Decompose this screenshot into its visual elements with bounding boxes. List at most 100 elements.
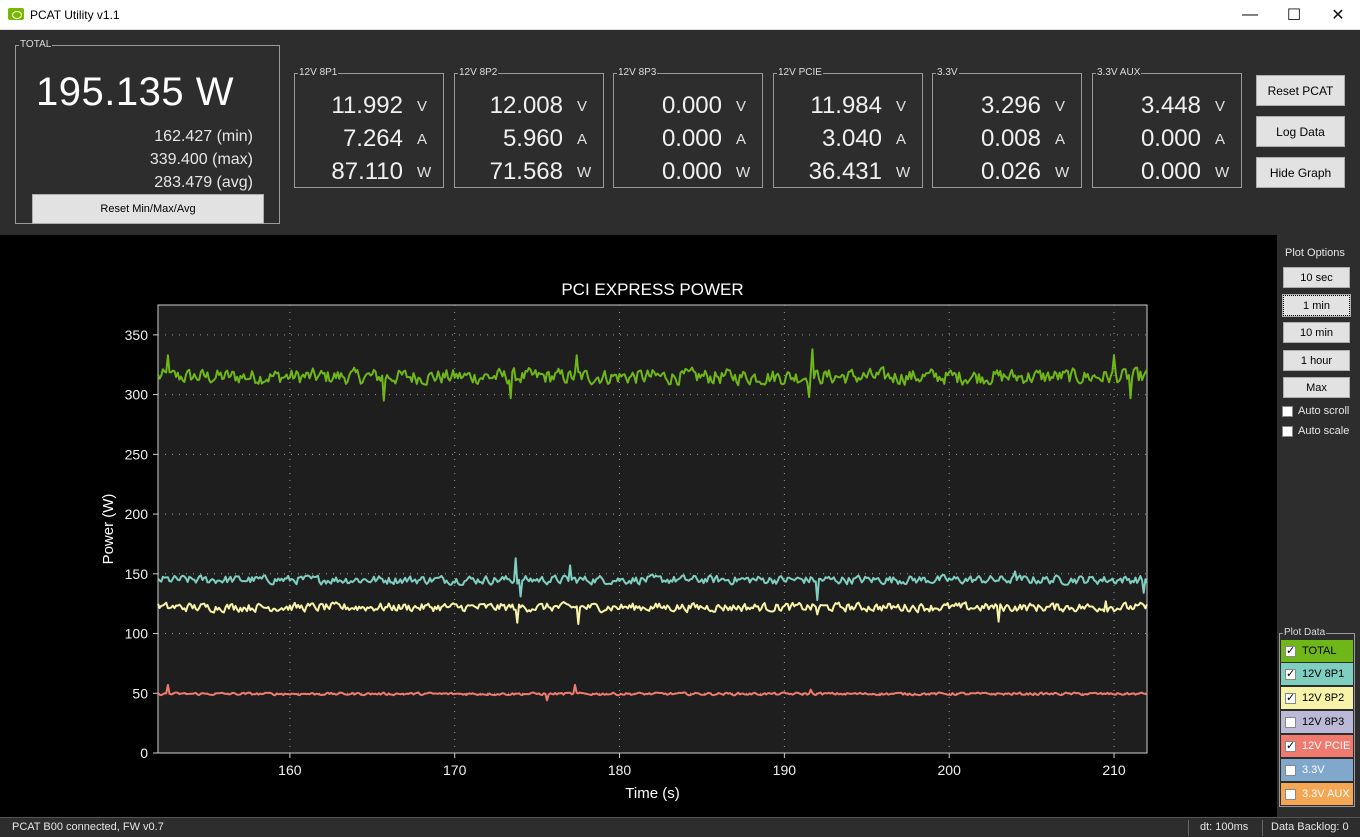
range-10-sec-button[interactable]: 10 sec xyxy=(1283,267,1350,288)
x-axis-label: Time (s) xyxy=(625,785,679,802)
range-1-min-button[interactable]: 1 min xyxy=(1282,294,1351,317)
nvidia-logo-icon xyxy=(8,8,24,20)
status-divider xyxy=(1188,820,1189,836)
graph-area: PCI EXPRESS POWER 160 170 180 190 200 210 0 50 10… xyxy=(0,235,1277,817)
range-1-hour-button[interactable]: 1 hour xyxy=(1283,350,1350,371)
reset-min-max-avg-button[interactable]: Reset Min/Max/Avg xyxy=(32,194,264,224)
rail-3v3-aux: 3.3V AUX 3.448 V 0.000 A 0.000 W xyxy=(1092,68,1242,188)
plot-data-label: 3.3V AUX xyxy=(1302,788,1350,800)
range-max-button[interactable]: Max xyxy=(1283,377,1350,398)
rail-label: 12V 8P3 xyxy=(618,67,657,78)
data-backlog: Data Backlog: 0 xyxy=(1271,821,1349,833)
total-power-value: 195.135 W xyxy=(36,70,234,114)
rail-12v-pcie: 12V PCIE 11.984 V 3.040 A 36.431 W xyxy=(773,68,923,188)
y-tick-label: 350 xyxy=(125,327,149,343)
watt-unit: W xyxy=(896,164,911,181)
volt-unit: V xyxy=(896,98,907,115)
chart-title: PCI EXPRESS POWER xyxy=(561,280,743,299)
auto-scroll-checkbox[interactable]: Auto scroll xyxy=(1282,405,1349,417)
power-chart: PCI EXPRESS POWER 160 170 180 190 200 210 0 50 10… xyxy=(100,280,1148,802)
checkbox-box[interactable] xyxy=(1285,667,1296,680)
watt-unit: W xyxy=(577,164,592,181)
watt-unit: W xyxy=(417,164,432,181)
total-group: TOTAL 195.135 W 162.427 (min) 339.400 (m… xyxy=(15,40,280,224)
x-tick-label: 160 xyxy=(278,762,302,778)
volt-unit: V xyxy=(1215,98,1226,115)
plot-options-label: Plot Options xyxy=(1285,247,1345,259)
title-bar: PCAT Utility v1.1 — ☐ ✕ xyxy=(0,0,1360,30)
hide-graph-button[interactable]: Hide Graph xyxy=(1256,157,1345,188)
connection-status: PCAT B00 connected, FW v0.7 xyxy=(12,821,164,833)
checkbox-box[interactable] xyxy=(1285,764,1296,776)
total-min: 162.427 (min) xyxy=(154,128,253,145)
checkbox-box[interactable] xyxy=(1282,405,1293,417)
series-line-total xyxy=(157,348,1148,402)
plot-data-label: 12V 8P2 xyxy=(1302,692,1345,704)
minimize-button[interactable]: — xyxy=(1242,6,1258,23)
volt-unit: V xyxy=(1055,98,1066,115)
rail-voltage: 3.296 xyxy=(980,92,1041,119)
checkbox-box[interactable] xyxy=(1285,691,1296,704)
rail-label: 12V PCIE xyxy=(778,67,822,78)
rail-power: 71.568 xyxy=(489,158,563,185)
plot-data-item-12v-8p2[interactable]: 12V 8P2 xyxy=(1281,687,1353,709)
watt-unit: W xyxy=(1215,164,1230,181)
plot-data-group: Plot Data xyxy=(1279,628,1355,807)
checkbox-box[interactable] xyxy=(1285,788,1296,800)
checkbox-box[interactable] xyxy=(1285,716,1296,728)
checkbox-box[interactable] xyxy=(1282,425,1293,437)
rail-12v-8p2: 12V 8P2 12.008 V 5.960 A 71.568 W xyxy=(454,68,604,188)
range-10-min-button[interactable]: 10 min xyxy=(1283,322,1350,343)
amp-unit: A xyxy=(577,131,588,148)
plot-data-label: 12V 8P3 xyxy=(1302,716,1345,728)
close-button[interactable]: ✕ xyxy=(1331,7,1345,24)
amp-unit: A xyxy=(1055,131,1066,148)
rail-current: 0.008 xyxy=(980,125,1041,152)
log-data-button[interactable]: Log Data xyxy=(1256,116,1345,147)
plot-data-legend: Plot Data xyxy=(1284,627,1326,638)
status-divider xyxy=(1262,820,1263,836)
readout-panel: TOTAL 195.135 W 162.427 (min) 339.400 (m… xyxy=(0,30,1360,235)
x-tick-label: 190 xyxy=(773,762,797,778)
rail-12v-8p1: 12V 8P1 11.992 V 7.264 A 87.110 W xyxy=(294,68,444,188)
rail-voltage: 0.000 xyxy=(661,92,722,119)
auto-scale-checkbox[interactable]: Auto scale xyxy=(1282,425,1349,437)
plot-data-label: 12V 8P1 xyxy=(1302,668,1345,680)
amp-unit: A xyxy=(896,131,907,148)
plot-data-item-3-3v-aux[interactable]: 3.3V AUX xyxy=(1281,783,1353,805)
rail-current: 7.264 xyxy=(342,125,403,152)
amp-unit: A xyxy=(736,131,747,148)
rail-voltage: 11.984 xyxy=(810,92,882,119)
auto-scale-label: Auto scale xyxy=(1298,425,1350,437)
series-line-12v-pcie xyxy=(157,683,1148,702)
rail-3v3: 3.3V 3.296 V 0.008 A 0.026 W xyxy=(932,68,1082,188)
window-title: PCAT Utility v1.1 xyxy=(30,8,120,22)
rail-12v-8p3: 12V 8P3 0.000 V 0.000 A 0.000 W xyxy=(613,68,763,188)
y-tick-label: 50 xyxy=(132,685,148,701)
plot-data-item-12v-pcie[interactable]: 12V PCIE xyxy=(1281,735,1353,757)
watt-unit: W xyxy=(736,164,751,181)
rail-label: 3.3V xyxy=(937,67,958,78)
series-line-12v-8p2 xyxy=(157,600,1148,625)
plot-data-item-12v-8p3[interactable]: 12V 8P3 xyxy=(1281,711,1353,733)
reset-pcat-button[interactable]: Reset PCAT xyxy=(1256,75,1345,106)
plot-data-item-12v-8p1[interactable]: 12V 8P1 xyxy=(1281,663,1353,685)
sample-interval: dt: 100ms xyxy=(1200,821,1249,833)
checkbox-box[interactable] xyxy=(1285,644,1296,657)
rail-label: 3.3V AUX xyxy=(1097,67,1141,78)
volt-unit: V xyxy=(736,98,747,115)
rail-current: 0.000 xyxy=(1140,125,1201,152)
amp-unit: A xyxy=(1215,131,1226,148)
maximize-button[interactable]: ☐ xyxy=(1286,7,1302,24)
checkbox-box[interactable] xyxy=(1285,739,1296,752)
volt-unit: V xyxy=(417,98,428,115)
plot-data-item-3-3v[interactable]: 3.3V xyxy=(1281,759,1353,781)
x-tick-label: 180 xyxy=(608,762,632,778)
y-tick-label: 300 xyxy=(125,387,149,403)
plot-data-label: 12V PCIE xyxy=(1302,740,1351,752)
rail-voltage: 12.008 xyxy=(489,92,563,119)
y-axis-label: Power (W) xyxy=(100,494,117,565)
plot-data-item-total[interactable]: TOTAL xyxy=(1281,640,1353,662)
y-tick-label: 100 xyxy=(125,626,149,642)
rail-current: 0.000 xyxy=(661,125,722,152)
